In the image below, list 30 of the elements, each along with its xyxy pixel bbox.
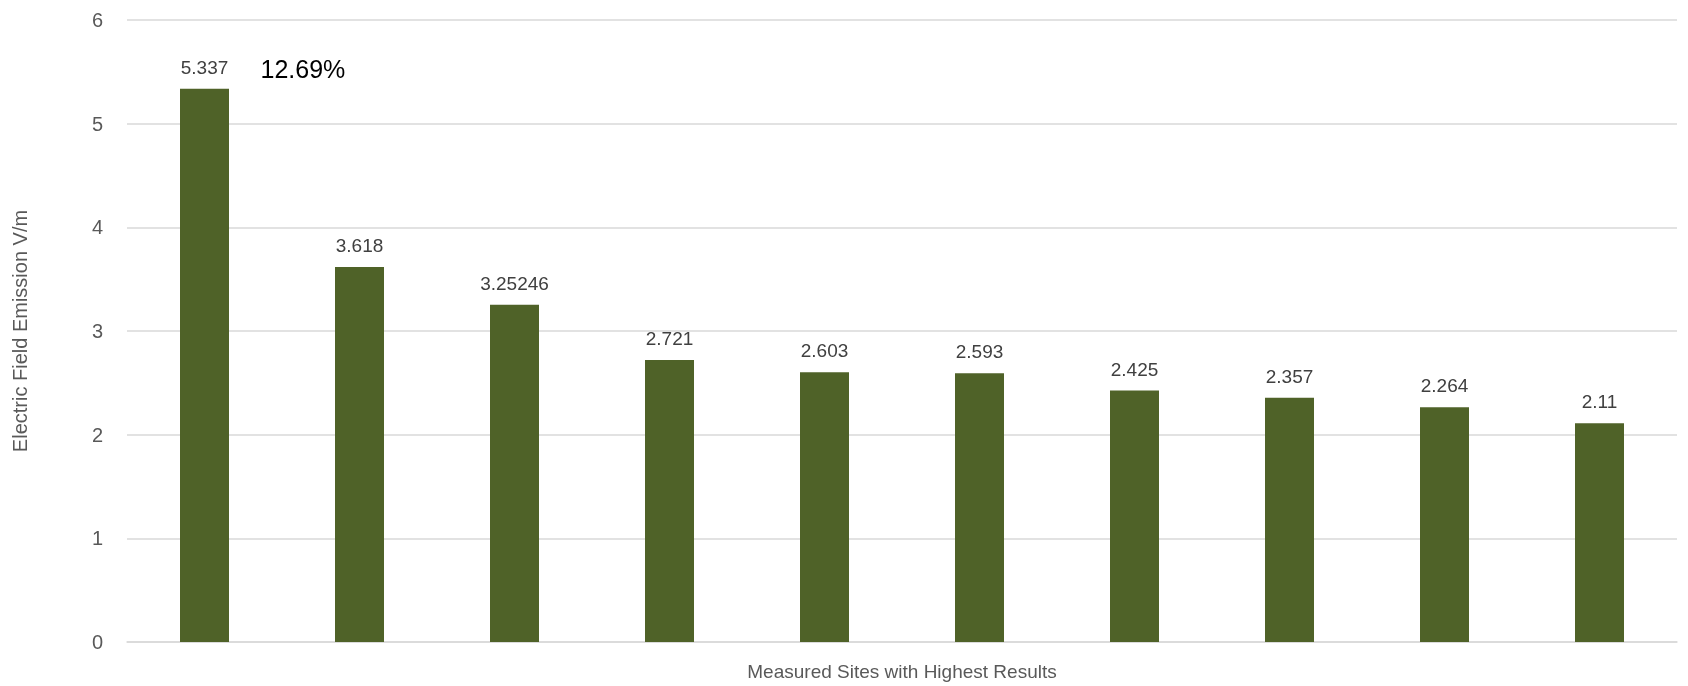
bar (1110, 390, 1159, 642)
y-tick-label: 0 (91, 631, 103, 653)
data-label: 2.593 (955, 341, 1004, 363)
y-tick-label: 5 (91, 112, 103, 135)
y-tick-label: 6 (91, 9, 103, 31)
data-label: 5.337 (180, 56, 229, 78)
y-axis-title: Electric Field Emission V/m (9, 209, 31, 453)
data-label: 3.25246 (480, 272, 549, 294)
bar (490, 304, 539, 642)
data-label: 2.603 (800, 340, 849, 362)
data-label: 2.425 (1110, 358, 1159, 380)
bar (1265, 397, 1314, 642)
y-tick-label: 2 (91, 423, 103, 446)
bar (955, 373, 1004, 642)
y-tick-label: 1 (91, 527, 103, 550)
data-label: 2.264 (1420, 375, 1469, 397)
bar (1575, 423, 1624, 642)
data-label: 2.11 (1581, 391, 1618, 413)
data-label: 2.721 (645, 327, 694, 349)
data-label: 3.618 (335, 234, 384, 256)
bar (1420, 407, 1469, 642)
bar (800, 372, 849, 642)
bar (645, 359, 694, 642)
bar (335, 266, 384, 642)
annotation: 12.69% (260, 55, 346, 84)
bar (180, 88, 229, 642)
y-tick-label: 3 (91, 320, 103, 342)
y-tick-label: 4 (91, 216, 103, 239)
x-axis-title: Measured Sites with Highest Results (747, 661, 1057, 682)
data-label: 2.357 (1265, 365, 1314, 387)
